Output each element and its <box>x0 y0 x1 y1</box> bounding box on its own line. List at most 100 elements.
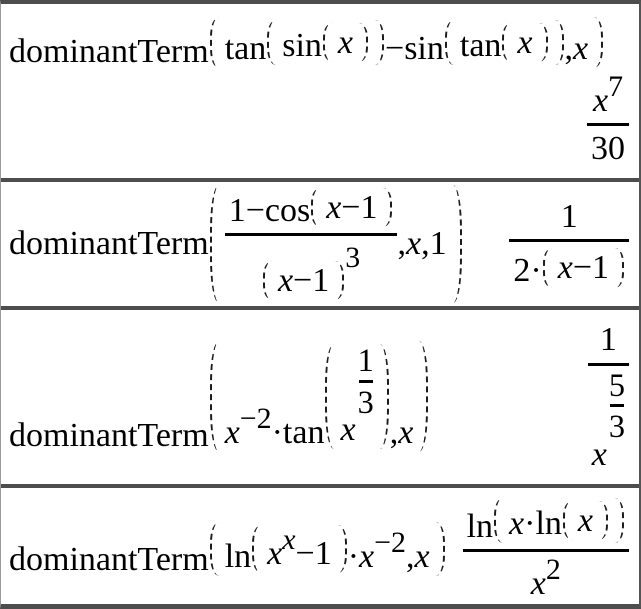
variable: x <box>414 537 430 575</box>
left-paren-icon <box>209 17 222 69</box>
token: 1−cos <box>228 192 311 229</box>
left-paren-icon <box>209 521 222 576</box>
power-term: x2 <box>530 552 561 603</box>
right-paren-icon <box>332 260 345 300</box>
function-name: dominantTerm <box>9 417 209 455</box>
history-row-2: dominantTerm 1−cos x−1 <box>1 182 639 306</box>
comma: , <box>397 225 406 263</box>
token: −1 <box>295 534 332 572</box>
token: −1 <box>293 261 330 299</box>
variable: x <box>530 564 546 602</box>
numerator: 1 <box>560 198 578 236</box>
comma: , <box>405 537 415 575</box>
exponent: −2 <box>239 402 272 436</box>
paren-group: x <box>501 20 548 65</box>
token: x−1 <box>558 248 609 287</box>
token: sin <box>282 27 322 64</box>
row2-input-expression[interactable]: dominantTerm 1−cos x−1 <box>9 182 463 306</box>
token: tan <box>224 30 267 67</box>
arguments: ,x,1 <box>397 224 446 263</box>
paren-group: x−1 <box>542 245 625 290</box>
left-paren-icon <box>267 20 279 66</box>
exponent: 3 <box>345 240 361 274</box>
numerator: 1−cos x−1 <box>225 185 398 230</box>
fraction-bar <box>224 233 398 237</box>
right-paren-icon <box>416 341 429 453</box>
row4-input-expression[interactable]: dominantTerm ln xx−1 · x−2 ,x <box>9 519 446 579</box>
power-term: x7 <box>593 69 624 120</box>
token: ln <box>224 537 252 575</box>
fraction-bar <box>587 122 629 126</box>
right-paren-icon <box>380 188 393 228</box>
arguments: ,x <box>406 537 430 576</box>
variable: x <box>573 30 589 67</box>
token: tan <box>459 27 502 64</box>
token: ,1 <box>421 225 447 263</box>
left-paren-icon <box>252 524 264 573</box>
variable: x <box>277 261 294 299</box>
exponent: 7 <box>608 69 624 103</box>
variable: x <box>405 225 422 263</box>
exponent: 2 <box>545 552 561 586</box>
outer-paren-group: tan sin x −sin tan <box>209 14 604 71</box>
right-paren-icon <box>591 17 604 69</box>
paren-group: xx−1 <box>251 522 348 576</box>
left-paren-icon <box>209 341 222 453</box>
left-paren-icon <box>311 188 323 228</box>
left-paren-icon <box>494 497 506 543</box>
right-paren-icon <box>372 20 385 66</box>
paren-group: x−1 <box>310 185 393 230</box>
token: −sin <box>385 30 444 67</box>
token: 2· <box>513 252 542 290</box>
history-row-4: dominantTerm ln xx−1 · x−2 ,x ln <box>1 488 639 604</box>
function-name: dominantTerm <box>9 540 209 578</box>
variable: x <box>509 504 525 542</box>
token: ,x <box>565 29 589 68</box>
variable: x <box>591 435 607 473</box>
variable: x <box>398 414 414 452</box>
left-paren-icon <box>502 23 514 63</box>
right-paren-icon <box>377 344 389 450</box>
paren-group: x <box>322 20 369 65</box>
row4-result-expression[interactable]: ln x·ln x x2 <box>462 495 629 603</box>
exp-denominator: 3 <box>608 407 625 444</box>
power-term: xx−1 <box>267 522 332 573</box>
row1-result-expression[interactable]: x7 30 <box>587 69 629 168</box>
variable: x <box>326 189 342 226</box>
exponent: x <box>282 522 296 556</box>
function-name: dominantTerm <box>9 225 209 263</box>
comma: , <box>389 414 399 452</box>
row1-input-expression[interactable]: dominantTerm tan sin x −sin <box>9 14 631 71</box>
history-row-1: dominantTerm tan sin x −sin <box>1 4 639 178</box>
argument-fraction: 1−cos x−1 x−1 3 <box>224 185 398 303</box>
paren-group: x·ln x <box>493 495 625 546</box>
left-paren-icon <box>562 500 575 540</box>
variable: x <box>337 24 354 61</box>
paren-group: x <box>562 498 609 543</box>
power-term: x−2 <box>225 404 272 452</box>
token: x−1 <box>278 261 329 300</box>
comma: , <box>564 30 574 67</box>
token: ·ln <box>524 504 562 542</box>
left-paren-icon <box>542 248 555 288</box>
row2-result-expression[interactable]: 1 2· x−1 <box>509 197 629 290</box>
row-divider <box>1 483 639 488</box>
right-paren-icon <box>356 23 369 63</box>
right-paren-icon <box>335 524 347 573</box>
exp-denominator: 3 <box>357 383 374 420</box>
paren-group: sin x <box>266 17 385 68</box>
exp-numerator: 1 <box>357 342 374 379</box>
fraction-bar <box>509 239 629 243</box>
left-paren-icon <box>262 260 275 300</box>
fraction-bar <box>609 403 624 407</box>
